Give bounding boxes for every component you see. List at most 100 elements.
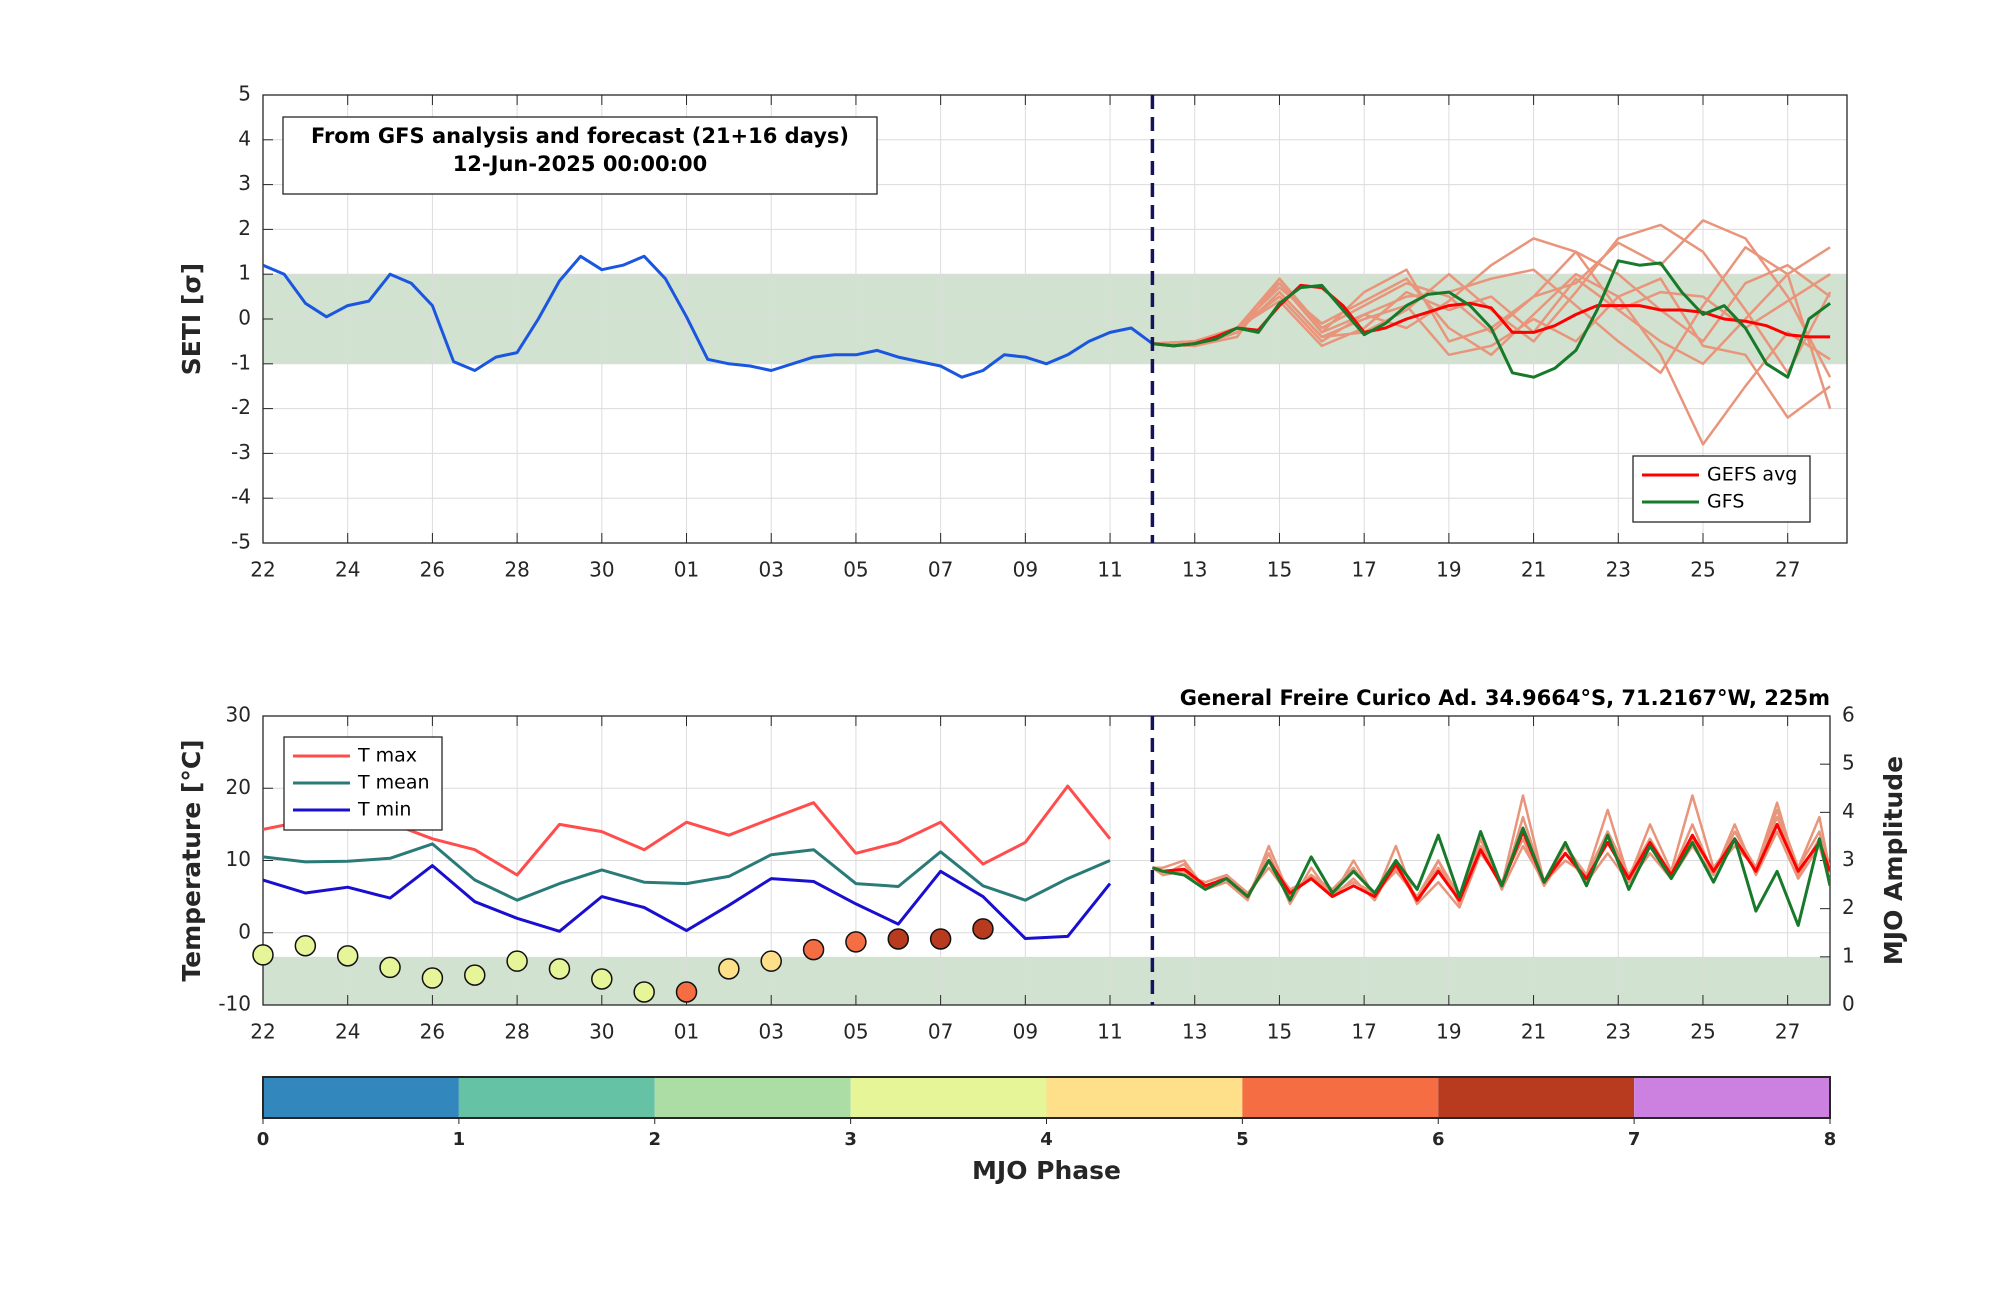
colorbar-tick-label: 8	[1824, 1129, 1837, 1150]
mjo-point	[802, 938, 825, 961]
x-tick-label: 21	[1521, 1020, 1546, 1044]
x-tick-label: 13	[1182, 1020, 1207, 1044]
colorbar-tick-label: 2	[648, 1129, 661, 1150]
x-tick-label: 24	[335, 1020, 360, 1044]
y-tick-label: -10	[218, 992, 251, 1016]
x-tick-label: 05	[843, 558, 868, 582]
y2-tick-label: 2	[1842, 895, 1855, 919]
y2-tick-label: 6	[1842, 703, 1855, 727]
y-tick-label: 20	[226, 775, 251, 799]
y2-tick-label: 0	[1842, 992, 1855, 1016]
y-tick-label: -4	[231, 485, 251, 509]
series-line	[263, 842, 1111, 902]
x-tick-label: 15	[1267, 558, 1292, 582]
mjo-point	[294, 935, 317, 957]
series-line	[1151, 826, 1830, 927]
mjo-point	[421, 967, 444, 989]
x-tick-label: 28	[504, 1020, 529, 1044]
x-tick-label: 17	[1351, 558, 1376, 582]
colorbar-tick-label: 0	[257, 1129, 270, 1150]
ensemble-line	[1152, 277, 1831, 419]
series-line	[1152, 259, 1831, 379]
series-line	[263, 864, 1112, 940]
x-tick-label: 01	[674, 1020, 699, 1044]
x-tick-label: 30	[589, 1020, 614, 1044]
mjo-point	[336, 945, 359, 967]
mjo-point	[675, 981, 698, 1003]
mjo-point	[887, 928, 910, 950]
x-tick-label: 25	[1690, 558, 1715, 582]
x-tick-label: 30	[589, 558, 614, 582]
y2-tick-label: 5	[1842, 751, 1855, 775]
mjo-point	[464, 964, 486, 986]
mjo-point	[506, 950, 528, 972]
x-tick-label: 19	[1436, 558, 1461, 582]
x-tick-label: 01	[674, 558, 699, 582]
x-tick-label: 11	[1097, 1020, 1122, 1044]
y-tick-label: 1	[238, 261, 251, 285]
legend-label: T mean	[357, 772, 430, 794]
annotation: From GFS analysis and forecast (21+16 da…	[311, 124, 849, 148]
axes-box	[262, 94, 1848, 544]
y-tick-label: 30	[226, 703, 251, 727]
x-tick-label: 22	[250, 1020, 275, 1044]
colorbar-tick-label: 6	[1432, 1129, 1445, 1150]
x-tick-label: 21	[1521, 558, 1546, 582]
colorbar-tick-label: 4	[1040, 1129, 1053, 1150]
colorbar-segment	[654, 1077, 851, 1118]
mjo-point	[845, 931, 867, 953]
y2-tick-label: 3	[1842, 847, 1855, 871]
x-tick-label: 23	[1606, 1020, 1631, 1044]
ensemble-line	[1152, 250, 1831, 345]
x-tick-label: 05	[843, 1020, 868, 1044]
x-tick-label: 09	[1013, 558, 1038, 582]
x-tick-label: 27	[1775, 1020, 1800, 1044]
mjo-point	[718, 958, 740, 980]
band	[263, 956, 1830, 1005]
mjo-point	[591, 968, 613, 990]
x-tick-label: 23	[1606, 558, 1631, 582]
axes-box	[262, 715, 1831, 1006]
colorbar-segment	[1242, 1077, 1439, 1118]
y-tick-label: 10	[226, 847, 251, 871]
colorbar-tick-label: 5	[1236, 1129, 1249, 1150]
plot-area	[263, 784, 1830, 940]
colorbar-segment	[1046, 1077, 1243, 1118]
x-tick-label: 25	[1690, 1020, 1715, 1044]
y2-tick-label: 1	[1842, 943, 1855, 967]
x-tick-label: 19	[1436, 1020, 1461, 1044]
chart-title: General Freire Curico Ad. 34.9664°S, 71.…	[1180, 686, 1830, 710]
annotation: 12-Jun-2025 00:00:00	[453, 152, 708, 176]
legend-label: GFS	[1707, 491, 1744, 513]
legend-label: T min	[357, 799, 411, 821]
mjo-point	[972, 918, 994, 940]
y-tick-label: -1	[231, 350, 251, 374]
y-tick-label: -2	[231, 395, 251, 419]
x-tick-label: 27	[1775, 558, 1800, 582]
mjo-point	[929, 928, 952, 950]
colorbar-tick-label: 1	[453, 1129, 466, 1150]
x-tick-label: 07	[928, 1020, 953, 1044]
colorbar-tick-label: 7	[1628, 1129, 1641, 1150]
colorbar-segment	[1438, 1077, 1635, 1118]
colorbar-label: MJO Phase	[972, 1156, 1121, 1185]
colorbar-segment	[1634, 1077, 1830, 1118]
mjo-point	[252, 944, 274, 966]
y-axis-label: Temperature [°C]	[177, 739, 206, 981]
colorbar-segment	[458, 1077, 655, 1118]
x-tick-label: 26	[420, 1020, 445, 1044]
x-tick-label: 28	[504, 558, 529, 582]
x-tick-label: 24	[335, 558, 360, 582]
x-tick-label: 03	[758, 1020, 783, 1044]
colorbar-tick-label: 3	[844, 1129, 857, 1150]
x-tick-label: 26	[420, 558, 445, 582]
y-tick-label: 0	[238, 919, 251, 943]
plot-area	[263, 219, 1832, 446]
x-tick-label: 15	[1267, 1020, 1292, 1044]
x-tick-label: 11	[1097, 558, 1122, 582]
colorbar-segment	[850, 1077, 1047, 1118]
legend-label: T max	[357, 745, 417, 767]
x-tick-label: 03	[759, 558, 784, 582]
mjo-point	[633, 981, 655, 1003]
